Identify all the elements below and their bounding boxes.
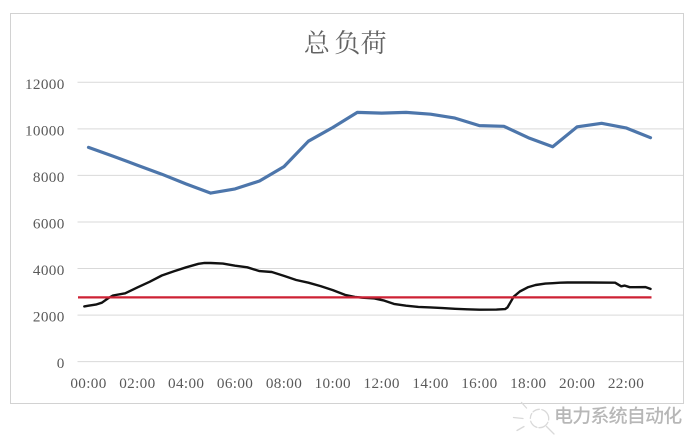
svg-text:0: 0	[57, 355, 65, 372]
svg-text:14:00: 14:00	[412, 375, 448, 392]
svg-text:18:00: 18:00	[510, 375, 546, 392]
svg-text:12:00: 12:00	[364, 375, 400, 392]
svg-text:12000: 12000	[25, 76, 65, 93]
svg-text:16:00: 16:00	[461, 375, 497, 392]
svg-text:6000: 6000	[33, 216, 65, 233]
svg-text:08:00: 08:00	[266, 375, 302, 392]
svg-text:20:00: 20:00	[559, 375, 595, 392]
svg-text:22:00: 22:00	[608, 375, 644, 392]
svg-text:10000: 10000	[25, 122, 65, 139]
svg-text:06:00: 06:00	[217, 375, 253, 392]
svg-text:2000: 2000	[33, 309, 65, 326]
svg-text:02:00: 02:00	[119, 375, 155, 392]
svg-text:4000: 4000	[33, 262, 65, 279]
svg-text:10:00: 10:00	[315, 375, 351, 392]
svg-text:00:00: 00:00	[70, 375, 106, 392]
svg-text:8000: 8000	[33, 169, 65, 186]
svg-text:04:00: 04:00	[168, 375, 204, 392]
